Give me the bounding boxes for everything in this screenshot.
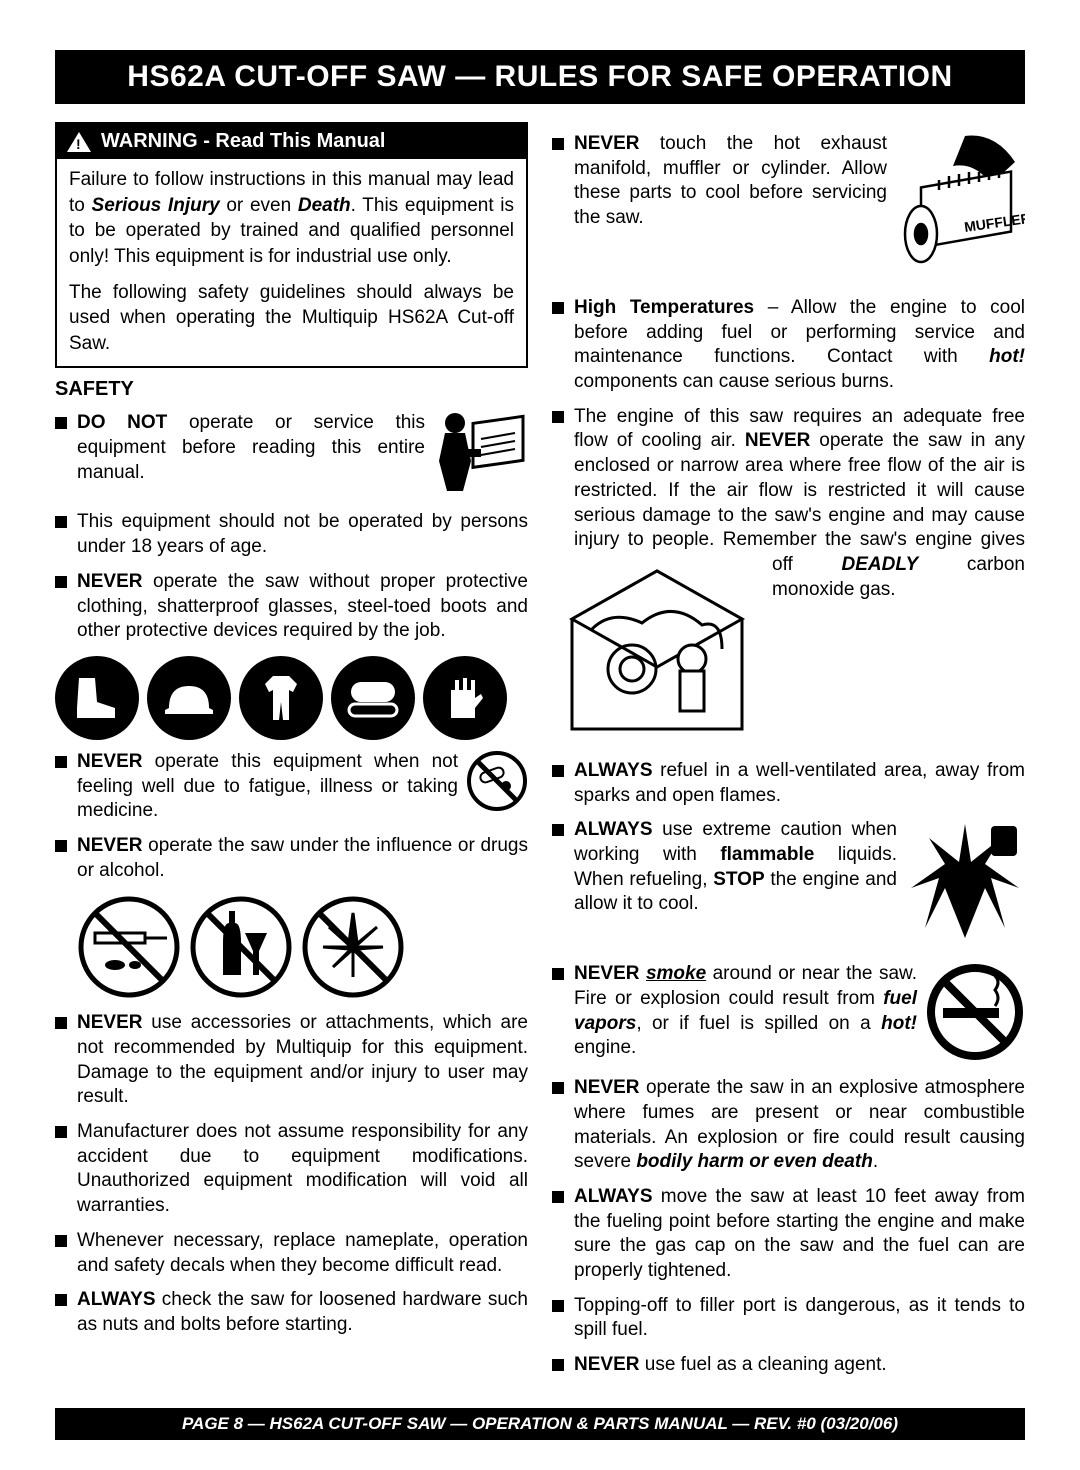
right-item-9: Topping-off to filler port is dangerous,…: [552, 1294, 1025, 1343]
enclosed-shed-icon: [552, 559, 762, 749]
muffler-icon: MUFFLER: [895, 132, 1025, 282]
warning-triangle-icon: [67, 132, 91, 152]
left-bullet-list: DO NOT operate or service this equipment…: [55, 411, 528, 643]
warning-heading: WARNING - Read This Manual: [57, 124, 526, 159]
right-column: MUFFLER NEVER touch the hot exhaust mani…: [552, 122, 1025, 1388]
safety-heading: SAFETY: [55, 378, 528, 401]
right-item-7: NEVER operate the saw in an explosive at…: [552, 1076, 1025, 1175]
page-footer: PAGE 8 — HS62A CUT-OFF SAW — OPERATION &…: [55, 1408, 1025, 1440]
safety-item-6: NEVER use accessories or attachments, wh…: [55, 1011, 528, 1110]
warning-p1: Failure to follow instructions in this m…: [69, 167, 514, 270]
hardhat-icon: [147, 656, 231, 740]
no-pills-icon: [466, 750, 528, 812]
warning-body: Failure to follow instructions in this m…: [57, 159, 526, 366]
safety-item-5: NEVER operate the saw under the influenc…: [55, 834, 528, 883]
safety-item-7: Manufacturer does not assume responsibil…: [55, 1120, 528, 1219]
read-manual-icon: [433, 411, 528, 496]
safety-item-4: NEVER operate this equipment when not fe…: [55, 750, 528, 824]
explosion-icon: [905, 818, 1025, 948]
gloves-icon: [423, 656, 507, 740]
left-column: WARNING - Read This Manual Failure to fo…: [55, 122, 528, 1388]
right-bullet-list: MUFFLER NEVER touch the hot exhaust mani…: [552, 132, 1025, 1378]
goggles-icon: [331, 656, 415, 740]
page-title-bar: HS62A CUT-OFF SAW — RULES FOR SAFE OPERA…: [55, 50, 1025, 104]
warning-heading-text: WARNING - Read This Manual: [101, 130, 385, 153]
no-cannabis-icon: [299, 893, 407, 1001]
prohibited-row: [75, 893, 528, 1001]
safety-item-9: ALWAYS check the saw for loosened hardwa…: [55, 1288, 528, 1337]
right-item-6: NEVER smoke around or near the saw. Fire…: [552, 962, 1025, 1066]
safety-item-2: This equipment should not be operated by…: [55, 510, 528, 559]
safety-item-3: NEVER operate the saw without proper pro…: [55, 570, 528, 644]
no-alcohol-icon: [187, 893, 295, 1001]
right-item-1: MUFFLER NEVER touch the hot exhaust mani…: [552, 132, 1025, 286]
right-item-8: ALWAYS move the saw at least 10 feet awa…: [552, 1185, 1025, 1284]
warning-p2: The following safety guidelines should a…: [69, 280, 514, 357]
ppe-icon-row: [55, 656, 528, 740]
safety-item-1: DO NOT operate or service this equipment…: [55, 411, 528, 500]
right-item-3: The engine of this saw requires an adequ…: [552, 405, 1025, 749]
coveralls-icon: [239, 656, 323, 740]
no-smoking-icon: [925, 962, 1025, 1062]
content-columns: WARNING - Read This Manual Failure to fo…: [55, 122, 1025, 1388]
warning-box: WARNING - Read This Manual Failure to fo…: [55, 122, 528, 368]
boot-icon: [55, 656, 139, 740]
right-item-5: ALWAYS use extreme caution when working …: [552, 818, 1025, 952]
left-bullet-list-3: NEVER use accessories or attachments, wh…: [55, 1011, 528, 1337]
right-item-2: High Temperatures – Allow the engine to …: [552, 296, 1025, 395]
safety-item-8: Whenever necessary, replace nameplate, o…: [55, 1229, 528, 1278]
right-item-4: ALWAYS refuel in a well-ventilated area,…: [552, 759, 1025, 808]
left-bullet-list-2: NEVER operate this equipment when not fe…: [55, 750, 528, 883]
no-syringe-icon: [75, 893, 183, 1001]
right-item-10: NEVER use fuel as a cleaning agent.: [552, 1353, 1025, 1378]
